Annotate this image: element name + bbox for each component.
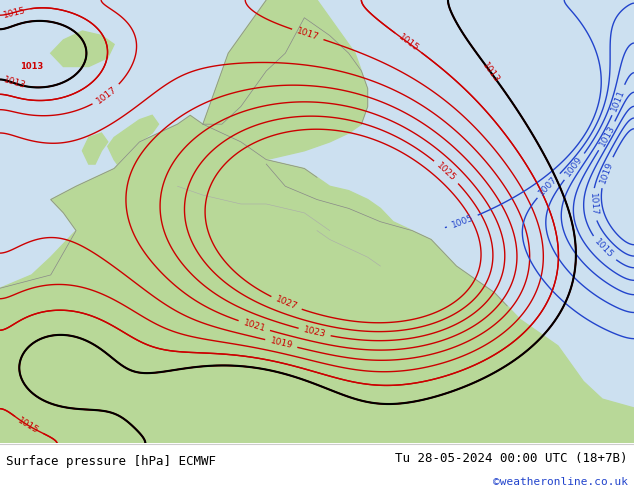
- Text: 1015: 1015: [396, 32, 420, 53]
- Text: 1007: 1007: [537, 174, 560, 197]
- Text: 1027: 1027: [274, 295, 299, 312]
- Polygon shape: [203, 0, 368, 160]
- Text: 1015: 1015: [16, 416, 41, 436]
- Text: 1021: 1021: [242, 318, 266, 334]
- Text: 1017: 1017: [588, 193, 598, 216]
- Text: 1013: 1013: [481, 61, 501, 85]
- Text: Surface pressure [hPa] ECMWF: Surface pressure [hPa] ECMWF: [6, 455, 216, 467]
- Polygon shape: [0, 413, 634, 443]
- Text: 1025: 1025: [435, 161, 458, 183]
- Polygon shape: [0, 115, 634, 443]
- Polygon shape: [82, 133, 108, 164]
- Text: 1015: 1015: [2, 5, 27, 20]
- Text: 1019: 1019: [598, 160, 614, 185]
- Polygon shape: [108, 115, 158, 169]
- Text: 1009: 1009: [564, 155, 585, 178]
- Text: 1005: 1005: [450, 213, 475, 230]
- Text: 1015: 1015: [593, 238, 615, 260]
- Text: 1017: 1017: [295, 26, 320, 42]
- Text: 1023: 1023: [302, 325, 327, 339]
- Polygon shape: [0, 0, 634, 443]
- Text: 1019: 1019: [269, 337, 294, 350]
- Polygon shape: [51, 31, 114, 67]
- Text: Tu 28-05-2024 00:00 UTC (18+7B): Tu 28-05-2024 00:00 UTC (18+7B): [395, 452, 628, 465]
- Text: 1013: 1013: [20, 62, 43, 71]
- Text: 1017: 1017: [94, 85, 119, 105]
- Text: 1013: 1013: [597, 124, 616, 148]
- Text: 1013: 1013: [2, 75, 27, 91]
- Text: 1011: 1011: [610, 88, 627, 112]
- Text: ©weatheronline.co.uk: ©weatheronline.co.uk: [493, 477, 628, 487]
